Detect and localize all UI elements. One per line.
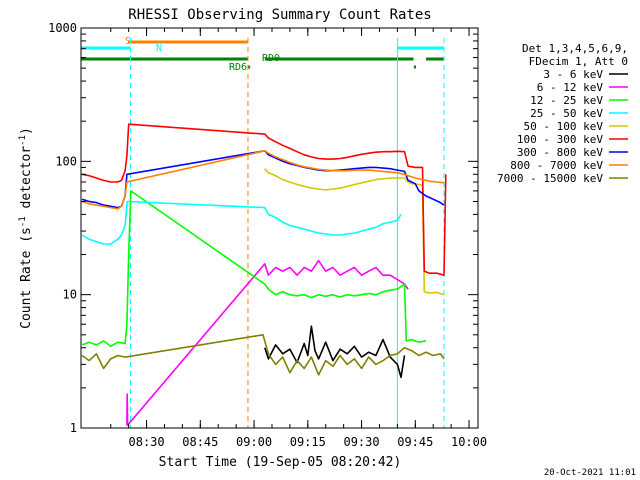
series-line-800-7000-kev [81, 150, 445, 210]
x-tick-label: 09:45 [397, 435, 433, 449]
x-tick-label: 09:00 [236, 435, 272, 449]
y-axis-label: Count Rate (s-1 detector-1) [18, 127, 34, 329]
y-tick-label: 1 [70, 421, 77, 435]
x-tick-label: 09:15 [290, 435, 326, 449]
legend: Det 1,3,4,5,6,9,FDecim 1, Att 03 - 6 keV… [497, 42, 628, 185]
series-lines [81, 123, 447, 427]
legend-header-line: Det 1,3,4,5,6,9, [522, 42, 628, 55]
legend-header-line: FDecim 1, Att 0 [529, 55, 628, 68]
legend-entry-label: 25 - 50 keV [530, 107, 603, 120]
attenuator-markers [80, 38, 445, 428]
x-axis-ticks: 08:30 08:45 09:00 09:15 09:30 09:45 10:00 [110, 28, 487, 449]
flag-label-rd0: RD0 [262, 53, 280, 64]
y-label-sup-1: -1 [18, 216, 28, 227]
y-tick-label: 100 [55, 154, 77, 168]
y-label-part-1: Count Rate (s [19, 227, 34, 329]
y-label-part-2: detector [19, 146, 34, 217]
legend-entry-label: 300 - 800 keV [517, 146, 603, 159]
plot-frame [80, 27, 479, 429]
y-axis-ticks: 1 10 100 1000 [48, 21, 478, 435]
legend-entry-label: 6 - 12 keV [537, 81, 604, 94]
legend-entry-label: 12 - 25 keV [530, 94, 603, 107]
series-line-50-100-kev [264, 168, 445, 296]
series-line-12-25-kev [81, 190, 427, 348]
series-line-25-50-kev [81, 200, 402, 245]
mode-flags: S N RD6 RD0 [81, 36, 444, 73]
series-line-6-12-kev [126, 259, 409, 427]
legend-entry-label: 50 - 100 keV [524, 120, 604, 133]
x-axis-label: Start Time (19-Sep-05 08:20:42) [159, 455, 402, 470]
x-tick-label: 10:00 [451, 435, 487, 449]
legend-entry-label: 800 - 7000 keV [510, 159, 603, 172]
legend-entry-label: 100 - 300 keV [517, 133, 603, 146]
flag-label-s: S [125, 36, 131, 47]
series-line-3-6-kev [264, 325, 406, 379]
series-line-7000-15000-kev [81, 333, 445, 376]
y-label-part-3: ) [19, 127, 34, 135]
x-tick-label: 08:30 [129, 435, 165, 449]
legend-entry-label: 3 - 6 keV [543, 68, 603, 81]
y-label-sup-2: -1 [18, 135, 28, 146]
y-tick-label: 1000 [48, 21, 77, 35]
legend-entry-label: 7000 - 15000 keV [497, 172, 603, 185]
x-tick-label: 08:45 [182, 435, 218, 449]
series-line-100-300-kev [81, 123, 447, 277]
flag-label-rd6: RD6 [229, 62, 247, 73]
chart-title: RHESSI Observing Summary Count Rates [128, 7, 431, 23]
timestamp: 20-Oct-2021 11:01 [544, 468, 636, 478]
y-tick-label: 10 [63, 288, 77, 302]
flag-label-n: N [156, 43, 162, 54]
x-tick-label: 09:30 [343, 435, 379, 449]
